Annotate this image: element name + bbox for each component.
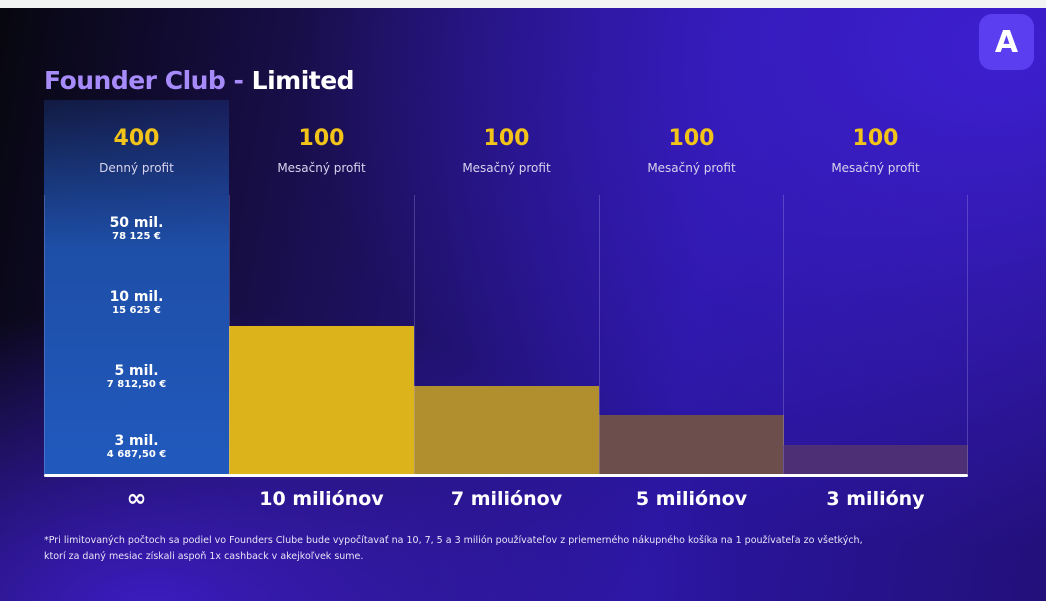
page-title: Founder Club - Limited <box>44 66 355 95</box>
bar-5m <box>599 415 784 474</box>
footnote-line1: *Pri limitovaných počtoch sa podiel vo F… <box>44 535 863 546</box>
footnote-line2: ktorí za daný mesiac získali aspoň 1x ca… <box>44 551 364 562</box>
tier-users: 10 mil. <box>109 289 164 305</box>
slide: A Founder Club - Limited 400 Denný profi… <box>0 8 1046 601</box>
bottom-label-3m: 3 milióny <box>826 488 925 510</box>
profit-value: 100 <box>852 126 899 151</box>
divider <box>783 195 784 474</box>
column-10m: 100 Mesačný profit <box>229 100 414 474</box>
profit-label: Mesačný profit <box>462 161 551 175</box>
profit-label: Mesačný profit <box>277 161 366 175</box>
bar-10m <box>229 326 414 474</box>
bar-7m <box>414 386 599 474</box>
divider <box>599 195 600 474</box>
bottom-label-10m: 10 miliónov <box>259 488 384 510</box>
profit-value: 100 <box>298 126 345 151</box>
profit-value: 400 <box>113 126 160 151</box>
tier-users: 50 mil. <box>109 215 164 231</box>
title-part2: Limited <box>251 66 355 95</box>
column-7m: 100 Mesačný profit <box>414 100 599 474</box>
profit-value: 100 <box>668 126 715 151</box>
profit-label: Mesačný profit <box>831 161 920 175</box>
tier-50m: 50 mil. 78 125 € <box>44 215 229 242</box>
profit-value: 100 <box>483 126 530 151</box>
profit-label: Mesačný profit <box>647 161 736 175</box>
baseline <box>44 474 968 477</box>
tier-amount: 7 812,50 € <box>106 379 167 390</box>
footnote: *Pri limitovaných počtoch sa podiel vo F… <box>44 533 944 565</box>
column-3m: 100 Mesačný profit <box>783 100 968 474</box>
column-5m: 100 Mesačný profit <box>599 100 784 474</box>
title-part1: Founder Club - <box>44 66 244 95</box>
tier-amount: 15 625 € <box>112 305 161 316</box>
bar-3m <box>783 445 968 474</box>
divider <box>414 195 415 474</box>
bottom-label-unlimited: ∞ <box>126 484 147 512</box>
tier-5m: 5 mil. 7 812,50 € <box>44 363 229 390</box>
tier-amount: 4 687,50 € <box>106 449 167 460</box>
tier-users: 3 mil. <box>114 433 159 449</box>
bottom-label-5m: 5 miliónov <box>635 488 748 510</box>
divider <box>967 195 968 474</box>
divider <box>229 195 230 474</box>
tier-10m: 10 mil. 15 625 € <box>44 289 229 316</box>
divider <box>44 195 45 474</box>
tier-amount: 78 125 € <box>112 231 161 242</box>
tier-users: 5 mil. <box>114 363 159 379</box>
profit-label: Denný profit <box>99 161 174 175</box>
bottom-label-7m: 7 miliónov <box>450 488 563 510</box>
app-logo-icon: A <box>979 14 1034 70</box>
column-unlimited: 400 Denný profit 50 mil. 78 125 € 10 mil.… <box>44 100 229 474</box>
tier-3m: 3 mil. 4 687,50 € <box>44 433 229 460</box>
